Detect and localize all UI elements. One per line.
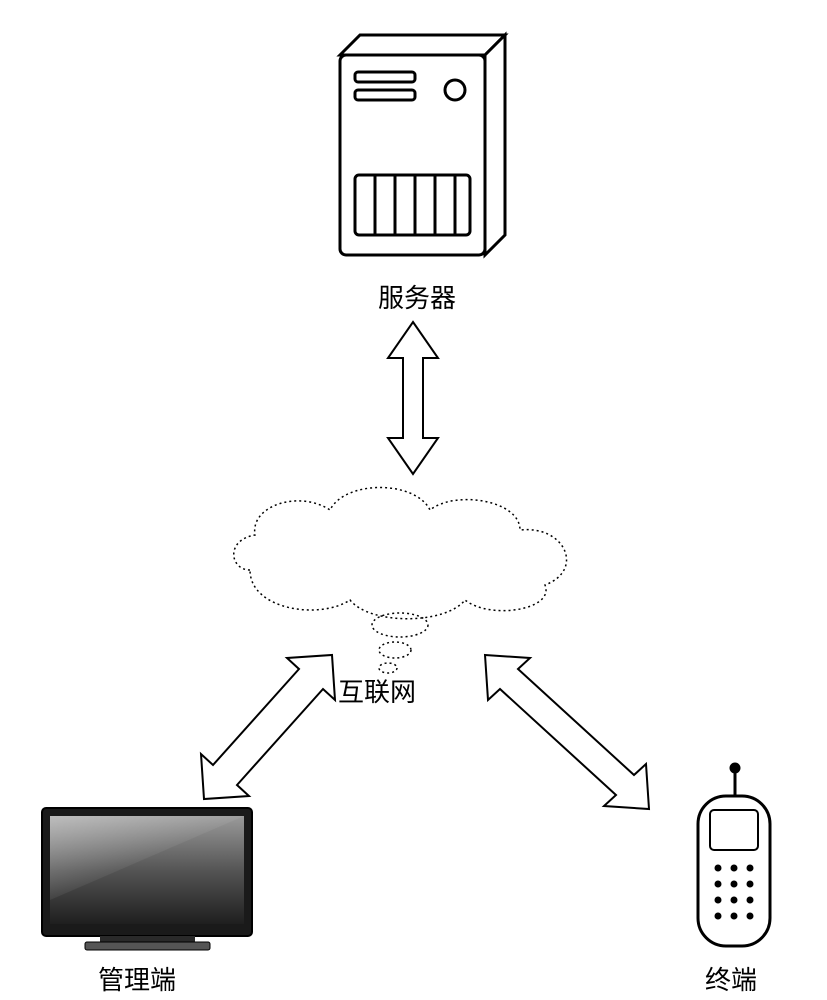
management-label: 管理端 xyxy=(98,960,176,997)
arrow-cloud-management xyxy=(201,655,335,799)
arrow-cloud-terminal xyxy=(485,655,649,809)
phone-icon xyxy=(698,764,770,946)
internet-label: 互联网 xyxy=(338,672,416,709)
terminal-label: 终端 xyxy=(705,960,757,997)
cloud-icon xyxy=(234,488,567,674)
monitor-icon xyxy=(42,808,252,950)
server-icon xyxy=(340,35,505,255)
diagram-canvas xyxy=(0,0,827,1000)
server-label: 服务器 xyxy=(378,278,456,315)
arrow-server-cloud xyxy=(388,322,438,474)
